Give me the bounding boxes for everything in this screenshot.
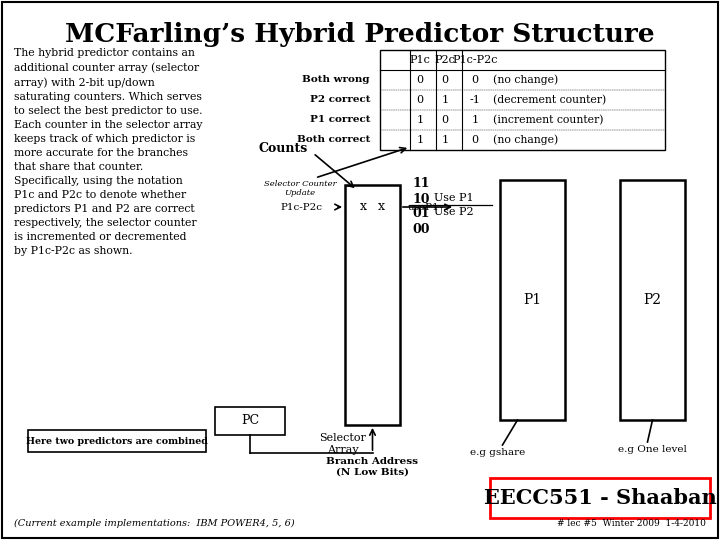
Text: 00: 00 xyxy=(412,223,430,236)
Text: 1: 1 xyxy=(416,135,423,145)
Text: P1 correct: P1 correct xyxy=(310,116,370,125)
Text: useP1: useP1 xyxy=(408,202,440,212)
Text: 1: 1 xyxy=(472,115,479,125)
Text: P1: P1 xyxy=(523,293,541,307)
Text: Branch Address
(N Low Bits): Branch Address (N Low Bits) xyxy=(326,457,418,476)
Bar xyxy=(490,478,710,518)
Text: e.g One level: e.g One level xyxy=(618,445,687,454)
Text: 1: 1 xyxy=(441,135,449,145)
Text: 1: 1 xyxy=(416,115,423,125)
Text: P2: P2 xyxy=(644,293,662,307)
Text: (increment counter): (increment counter) xyxy=(493,115,603,125)
Text: 0: 0 xyxy=(472,75,479,85)
Bar xyxy=(380,50,665,150)
Text: P1c: P1c xyxy=(410,55,431,65)
Text: Both correct: Both correct xyxy=(297,136,370,145)
Text: Here two predictors are combined: Here two predictors are combined xyxy=(26,436,208,446)
Text: (Current example implementations:  IBM POWER4, 5, 6): (Current example implementations: IBM PO… xyxy=(14,519,294,528)
Bar xyxy=(620,180,685,420)
Text: 0: 0 xyxy=(472,135,479,145)
Text: (no change): (no change) xyxy=(493,75,558,85)
Text: Both wrong: Both wrong xyxy=(302,76,370,84)
Text: e.g gshare: e.g gshare xyxy=(470,448,525,457)
Text: 0: 0 xyxy=(416,95,423,105)
Text: -1: -1 xyxy=(469,95,480,105)
Text: 11: 11 xyxy=(412,177,430,190)
Text: 01: 01 xyxy=(412,207,430,220)
Text: (no change): (no change) xyxy=(493,134,558,145)
Text: MCFarling’s Hybrid Predictor Structure: MCFarling’s Hybrid Predictor Structure xyxy=(66,22,654,47)
Text: 0: 0 xyxy=(441,75,449,85)
Text: P1c-P2c: P1c-P2c xyxy=(452,55,498,65)
Text: Selector Counter
Update: Selector Counter Update xyxy=(264,180,336,197)
Text: PC: PC xyxy=(241,415,259,428)
Text: The hybrid predictor contains an
additional counter array (selector
array) with : The hybrid predictor contains an additio… xyxy=(14,48,202,255)
Bar xyxy=(345,185,400,425)
Text: x: x xyxy=(378,200,385,213)
Text: # lec #5  Winter 2009  1-4-2010: # lec #5 Winter 2009 1-4-2010 xyxy=(557,519,706,528)
Text: (decrement counter): (decrement counter) xyxy=(493,95,606,105)
Bar xyxy=(215,407,285,435)
Text: Counts: Counts xyxy=(258,141,308,154)
Text: P2c: P2c xyxy=(435,55,456,65)
Text: EECC551 - Shaaban: EECC551 - Shaaban xyxy=(484,488,716,508)
Bar xyxy=(500,180,565,420)
Text: 0: 0 xyxy=(416,75,423,85)
Text: Use P1: Use P1 xyxy=(434,193,474,203)
Text: 1: 1 xyxy=(441,95,449,105)
Bar xyxy=(28,430,206,452)
Text: Selector
Array: Selector Array xyxy=(319,433,366,455)
Text: 10: 10 xyxy=(412,193,430,206)
Text: P2 correct: P2 correct xyxy=(310,96,370,105)
Text: Use P2: Use P2 xyxy=(434,207,474,217)
Text: P1c-P2c: P1c-P2c xyxy=(280,202,322,212)
Text: 0: 0 xyxy=(441,115,449,125)
Text: x: x xyxy=(360,200,367,213)
